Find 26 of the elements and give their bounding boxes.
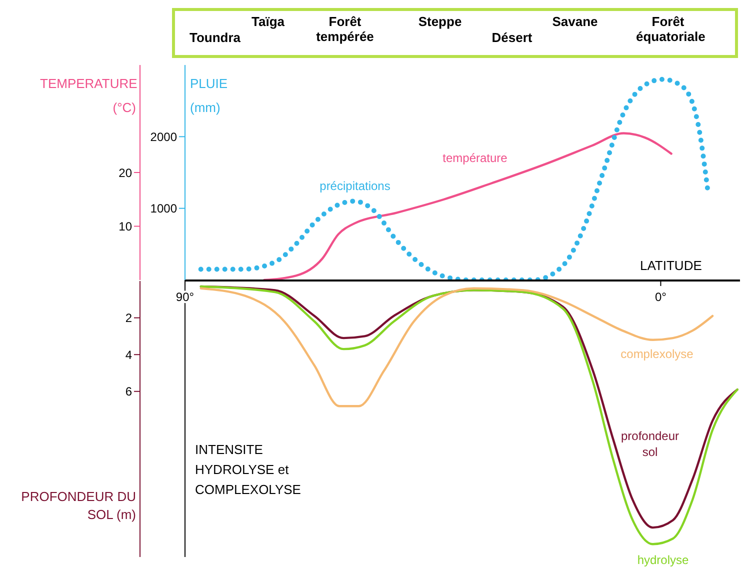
- text: Savane: [551, 14, 599, 29]
- y-axis-title: PROFONDEUR DU SOL (m): [20, 488, 136, 524]
- series-label: profondeur sol: [620, 428, 680, 460]
- text: Taïga: [250, 14, 286, 29]
- y-tick-label: 20: [118, 166, 132, 180]
- y-tick-label: 4: [125, 348, 132, 362]
- series-label: précipitations: [318, 178, 392, 194]
- y-axis-title: TEMPERATURE (°C): [40, 75, 138, 117]
- y-tick-label: 10: [118, 220, 132, 234]
- series-label: complexolyse: [620, 346, 694, 362]
- text: Toundra: [188, 30, 242, 45]
- annotation: INTENSITE HYDROLYSE et COMPLEXOLYSE: [195, 441, 302, 499]
- series-label: hydrolyse: [636, 552, 690, 568]
- line-series: [200, 287, 714, 408]
- series-label: température: [442, 150, 508, 166]
- y2-tick-label: 1000: [150, 202, 178, 216]
- x-axis-title: LATITUDE: [640, 258, 702, 273]
- text: Désert: [490, 30, 534, 45]
- x-tick-label: 0°: [654, 290, 667, 304]
- text: Forêt équatoriale: [635, 14, 706, 44]
- y2-axis-title: PLUIE (mm): [190, 75, 229, 117]
- text: Forêt tempérée: [315, 14, 375, 44]
- y-tick-label: 2: [125, 311, 132, 326]
- y-tick-label: 6: [125, 384, 132, 399]
- text: Steppe: [417, 14, 463, 29]
- y2-tick-label: 2000: [150, 130, 178, 144]
